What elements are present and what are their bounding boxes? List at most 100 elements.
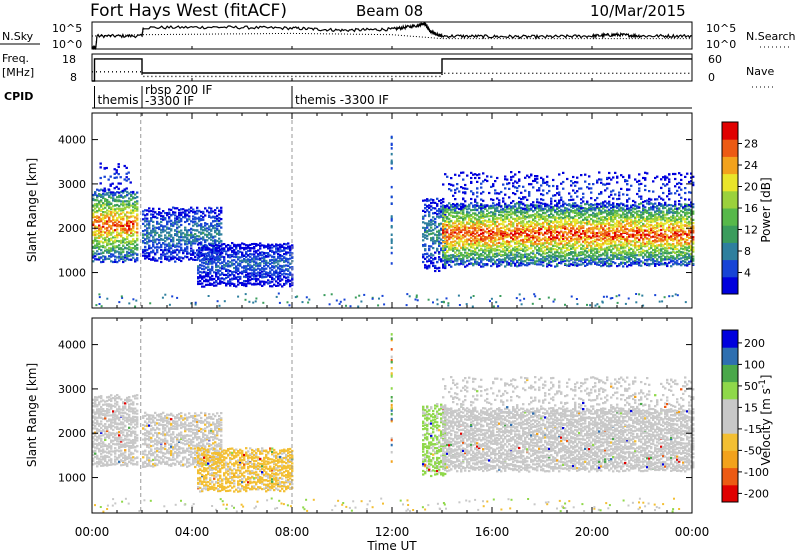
heatmap-cell — [100, 205, 103, 208]
heatmap-cell — [209, 255, 212, 258]
heatmap-cell — [98, 227, 101, 230]
heatmap-cell — [120, 253, 123, 256]
heatmap-cell — [174, 249, 177, 252]
heatmap-cell — [197, 254, 200, 257]
heatmap-cell — [100, 204, 103, 207]
heatmap-cell — [194, 229, 197, 232]
heatmap-cell — [201, 258, 204, 261]
heatmap-cell — [116, 211, 119, 215]
heatmap-cell — [444, 233, 447, 236]
heatmap-cell — [208, 232, 211, 235]
heatmap-cell — [98, 242, 101, 245]
heatmap-cell — [120, 200, 123, 203]
heatmap-cell — [216, 229, 219, 232]
heatmap-cell — [273, 255, 276, 258]
heatmap-cell — [132, 224, 135, 227]
heatmap-cell — [122, 211, 125, 214]
heatmap-cell — [104, 216, 107, 219]
heatmap-cell — [102, 244, 105, 247]
heatmap-cell — [223, 247, 226, 250]
heatmap-cell — [552, 234, 555, 237]
heatmap-cell — [197, 272, 200, 275]
heatmap-cell — [106, 244, 109, 247]
heatmap-cell — [237, 273, 240, 276]
heatmap-cell — [203, 257, 206, 260]
heatmap-cell — [98, 189, 101, 192]
heatmap-cell — [94, 245, 97, 248]
heatmap-cell — [92, 204, 95, 207]
heatmap-cell — [158, 238, 161, 242]
heatmap-cell — [212, 210, 215, 213]
heatmap-cell — [221, 272, 224, 275]
heatmap-cell — [241, 253, 244, 256]
heatmap-cell — [134, 240, 137, 243]
heatmap-cell — [176, 226, 179, 229]
heatmap-cell — [190, 250, 193, 253]
heatmap-cell — [209, 260, 212, 263]
heatmap-cell — [233, 245, 236, 248]
heatmap-cell — [115, 171, 118, 174]
heatmap-cell — [150, 213, 153, 216]
heatmap-cell — [152, 236, 155, 239]
heatmap-cell — [104, 206, 107, 209]
heatmap-cell — [207, 248, 210, 251]
heatmap-cell — [213, 251, 216, 254]
heatmap-cell — [182, 239, 185, 242]
heatmap-cell — [178, 251, 181, 254]
heatmap-cell — [144, 252, 147, 255]
heatmap-cell — [208, 237, 211, 240]
heatmap-cell — [114, 251, 117, 254]
heatmap-cell — [172, 243, 175, 246]
heatmap-cell — [152, 228, 155, 231]
heatmap-cell — [164, 217, 167, 220]
heatmap-cell — [522, 219, 525, 223]
heatmap-cell — [112, 236, 115, 239]
heatmap-cell — [136, 206, 139, 209]
heatmap-cell — [102, 192, 105, 195]
heatmap-cell — [186, 247, 189, 250]
heatmap-cell — [239, 264, 242, 267]
heatmap-cell — [202, 237, 205, 241]
heatmap-cell — [207, 275, 210, 278]
heatmap-cell — [192, 220, 195, 223]
heatmap-cell — [160, 224, 163, 228]
heatmap-cell — [96, 246, 99, 249]
heatmap-cell — [214, 224, 217, 227]
heatmap-cell — [211, 260, 214, 264]
heatmap-cell — [132, 211, 135, 214]
heatmap-cell — [132, 192, 135, 195]
heatmap-cell — [196, 225, 199, 228]
heatmap-cell — [123, 164, 126, 168]
heatmap-cell — [237, 269, 240, 272]
heatmap-cell — [201, 253, 204, 256]
heatmap-cell — [126, 229, 129, 232]
heatmap-cell — [422, 255, 425, 258]
heatmap-cell — [94, 255, 97, 258]
heatmap-cell — [96, 236, 99, 239]
heatmap-cell — [136, 237, 139, 240]
heatmap-cell — [154, 226, 157, 229]
heatmap-cell — [235, 244, 238, 247]
heatmap-cell — [168, 247, 171, 250]
heatmap-cell — [148, 255, 151, 258]
heatmap-cell — [454, 251, 457, 254]
heatmap-cell — [186, 240, 189, 243]
heatmap-cell — [233, 267, 236, 270]
heatmap-cell — [126, 190, 129, 194]
heatmap-cell — [205, 244, 208, 247]
heatmap-cell — [160, 215, 163, 218]
heatmap-cell — [104, 222, 107, 225]
heatmap-cell — [172, 206, 175, 209]
heatmap-cell — [120, 248, 123, 251]
heatmap-cell — [156, 248, 159, 251]
heatmap-cell — [126, 224, 129, 227]
heatmap-cell — [124, 241, 127, 244]
heatmap-cell — [221, 249, 224, 252]
heatmap-cell — [216, 214, 219, 217]
heatmap-cell — [166, 255, 169, 258]
heatmap-cell — [212, 239, 215, 242]
heatmap-cell — [112, 205, 115, 208]
heatmap-cell — [108, 206, 111, 210]
heatmap-cell — [644, 253, 647, 256]
heatmap-cell — [144, 242, 147, 245]
